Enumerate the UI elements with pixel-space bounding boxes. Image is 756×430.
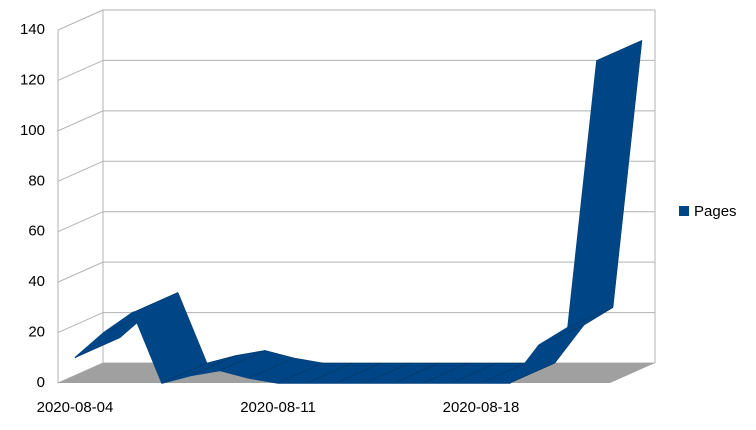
grid-line-side <box>57 211 104 233</box>
grid-line-side <box>57 160 104 182</box>
x-tick-label: 2020-08-18 <box>443 399 520 416</box>
legend-swatch <box>679 206 689 216</box>
y-tick-label: 100 <box>20 122 45 139</box>
x-tick-label: 2020-08-11 <box>240 399 316 416</box>
grid-line-side <box>57 261 104 283</box>
legend-label: Pages <box>694 203 737 220</box>
grid-line-side <box>57 9 104 31</box>
grid-line-side <box>57 59 104 81</box>
y-tick-label: 60 <box>28 223 45 240</box>
x-tick-label: 2020-08-04 <box>37 399 114 416</box>
grid-line-side <box>57 110 104 132</box>
y-tick-label: 20 <box>28 324 45 341</box>
y-tick-label: 140 <box>20 21 45 38</box>
y-tick-label: 80 <box>28 172 45 189</box>
line <box>74 60 598 384</box>
y-tick-label: 40 <box>28 273 45 290</box>
y-tick-label: 120 <box>20 71 45 88</box>
ribbon-segment <box>567 39 643 328</box>
y-tick-label: 0 <box>37 374 45 391</box>
grid-line-side <box>57 312 104 334</box>
